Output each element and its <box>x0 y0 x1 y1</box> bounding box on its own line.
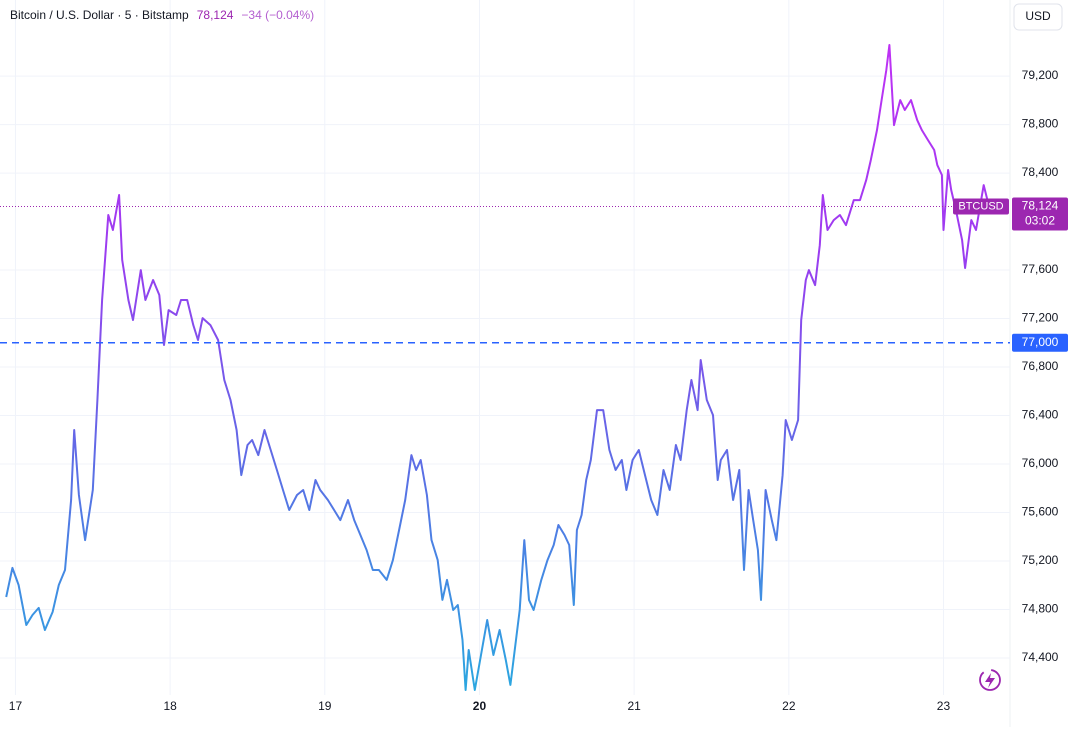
x-tick-label: 20 <box>473 699 487 713</box>
y-tick-label: 75,200 <box>1022 553 1059 567</box>
y-tick-label: 74,400 <box>1022 650 1059 664</box>
x-tick-label: 18 <box>163 699 177 713</box>
x-tick-label: 22 <box>782 699 796 713</box>
y-tick-label: 76,800 <box>1022 359 1059 373</box>
price-line <box>5 44 1008 691</box>
x-tick-label: 17 <box>9 699 23 713</box>
y-tick-label: 74,800 <box>1022 602 1059 616</box>
replay-icon[interactable] <box>979 669 1001 691</box>
y-tick-label: 78,400 <box>1022 165 1059 179</box>
x-tick-label: 21 <box>627 699 641 713</box>
y-tick-label: 75,600 <box>1022 505 1059 519</box>
chart-title: Bitcoin / U.S. Dollar · 5 · Bitstamp <box>10 8 189 22</box>
header-price: 78,124 <box>197 8 234 22</box>
price-tag <box>1012 197 1068 231</box>
alert-tag <box>1012 333 1068 352</box>
alert-label: 77,000 <box>1022 335 1059 349</box>
symbol-tag <box>953 198 1009 215</box>
x-tick-label: 19 <box>318 699 332 713</box>
y-tick-label: 76,000 <box>1022 456 1059 470</box>
price-label: 78,124 <box>1022 199 1059 213</box>
y-tick-label: 79,200 <box>1022 68 1059 82</box>
y-tick-label: 76,400 <box>1022 408 1059 422</box>
currency-button[interactable] <box>1013 3 1063 31</box>
y-tick-label: 77,600 <box>1022 262 1059 276</box>
y-tick-label: 77,200 <box>1022 311 1059 325</box>
header-change: −34 (−0.04%) <box>241 8 314 22</box>
x-tick-label: 23 <box>937 699 951 713</box>
price-timer: 03:02 <box>1025 214 1055 228</box>
currency-label[interactable]: USD <box>1025 9 1051 23</box>
symbol-label: BTCUSD <box>958 200 1003 212</box>
y-tick-label: 78,800 <box>1022 117 1059 131</box>
